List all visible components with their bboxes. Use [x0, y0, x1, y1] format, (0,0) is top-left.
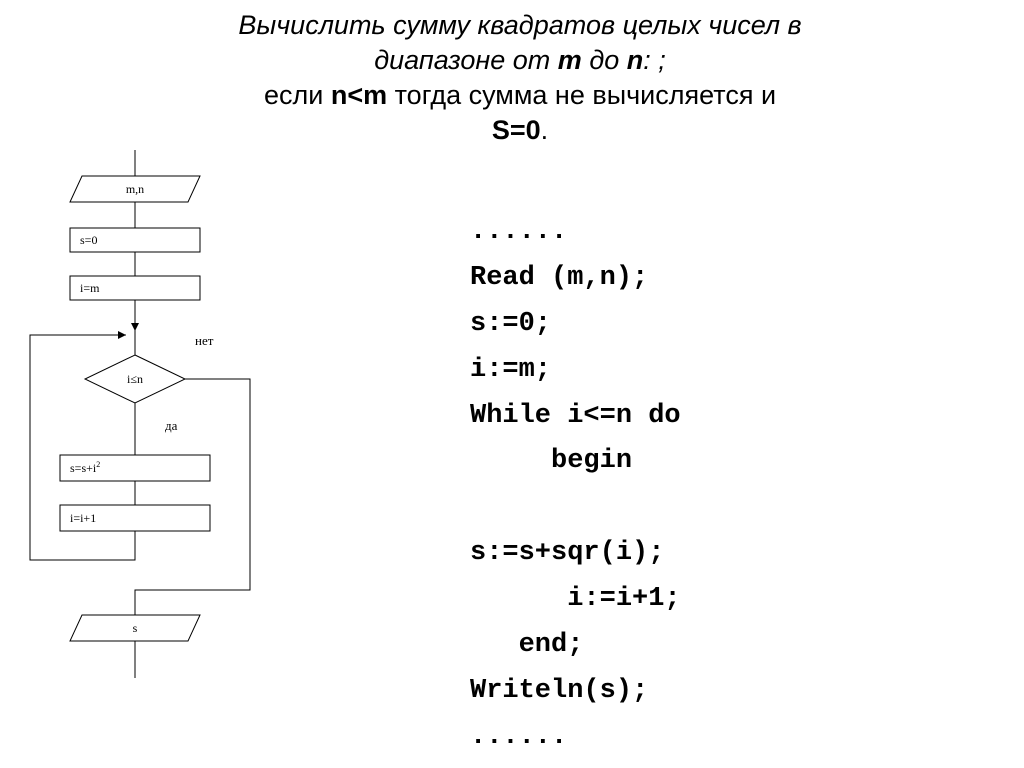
svg-text:нет: нет [195, 333, 214, 348]
heading-dot: . [541, 115, 549, 145]
code-l3: s:=0; [470, 309, 551, 339]
flowchart: да нет m,n s=0 i=m i≤n s=s+i2 i=i+1 s [0, 0, 400, 768]
heading-n: n [627, 45, 644, 75]
code-l11: Writeln(s); [470, 676, 648, 706]
code-l2: Read (m,n); [470, 263, 648, 293]
code-l10: end; [470, 630, 583, 660]
svg-text:m,n: m,n [126, 182, 144, 196]
svg-text:i≤n: i≤n [127, 372, 143, 386]
code-l1: ...... [470, 217, 567, 247]
heading-mid: до [582, 45, 627, 75]
svg-text:s: s [133, 621, 138, 635]
svg-text:i=m: i=m [80, 281, 100, 295]
code-l12: ...... [470, 722, 567, 752]
pascal-code: ...... Read (m,n); s:=0; i:=m; While i<=… [470, 210, 681, 761]
svg-text:s=s+i2: s=s+i2 [70, 460, 100, 475]
heading-colon: : ; [643, 45, 666, 75]
svg-text:i=i+1: i=i+1 [70, 511, 96, 525]
code-l6: begin [470, 446, 632, 476]
code-l4: i:=m; [470, 355, 551, 385]
code-l5: While i<=n do [470, 401, 681, 431]
code-l8: s:=s+sqr(i); [470, 538, 664, 568]
svg-text:да: да [165, 418, 178, 433]
heading-m: m [558, 45, 582, 75]
svg-text:s=0: s=0 [80, 233, 97, 247]
heading-line3-rest: тогда сумма не вычисляется и [387, 80, 776, 110]
code-l9: i:=i+1; [470, 584, 681, 614]
heading-line2-prefix: диапазоне от [374, 45, 558, 75]
heading-s0: S=0 [492, 115, 541, 145]
